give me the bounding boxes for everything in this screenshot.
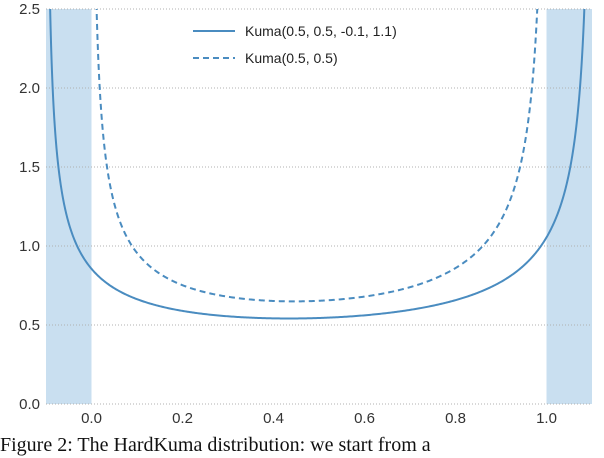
x-tick-label: 0.0 bbox=[81, 410, 102, 427]
shaded-region-0 bbox=[46, 9, 92, 404]
chart: 0.0 0.5 1.0 1.5 2.0 2.5 0.0 0.2 0.4 0.6 0.8 1.0 Ku… bbox=[19, 1, 592, 427]
y-tick-label: 0.5 bbox=[19, 317, 40, 334]
legend-label-solid: Kuma(0.5, 0.5, -0.1, 1.1) bbox=[245, 23, 397, 39]
x-tick-label: 0.8 bbox=[445, 410, 466, 427]
y-axis-ticks: 0.0 0.5 1.0 1.5 2.0 2.5 bbox=[19, 1, 40, 413]
grid-lines bbox=[46, 8, 592, 405]
y-tick-label: 1.5 bbox=[19, 159, 40, 176]
shaded-region-1 bbox=[546, 9, 592, 404]
shaded-regions bbox=[46, 9, 592, 404]
curves bbox=[49, 9, 586, 320]
legend-label-dashed: Kuma(0.5, 0.5) bbox=[245, 50, 338, 66]
x-axis-ticks: 0.0 0.2 0.4 0.6 0.8 1.0 bbox=[81, 410, 557, 427]
x-tick-label: 1.0 bbox=[536, 410, 557, 427]
x-tick-label: 0.4 bbox=[263, 410, 284, 427]
y-tick-label: 2.5 bbox=[19, 1, 40, 18]
figure-caption: Figure 2: The HardKuma distribution: we … bbox=[0, 434, 431, 456]
legend: Kuma(0.5, 0.5, -0.1, 1.1) Kuma(0.5, 0.5) bbox=[193, 23, 397, 66]
series-line-dashed bbox=[95, 9, 539, 303]
x-tick-label: 0.2 bbox=[172, 410, 193, 427]
y-tick-label: 0.0 bbox=[19, 396, 40, 413]
y-tick-label: 2.0 bbox=[19, 80, 40, 97]
series-line-solid bbox=[49, 9, 586, 320]
x-tick-label: 0.6 bbox=[354, 410, 375, 427]
y-tick-label: 1.0 bbox=[19, 238, 40, 255]
